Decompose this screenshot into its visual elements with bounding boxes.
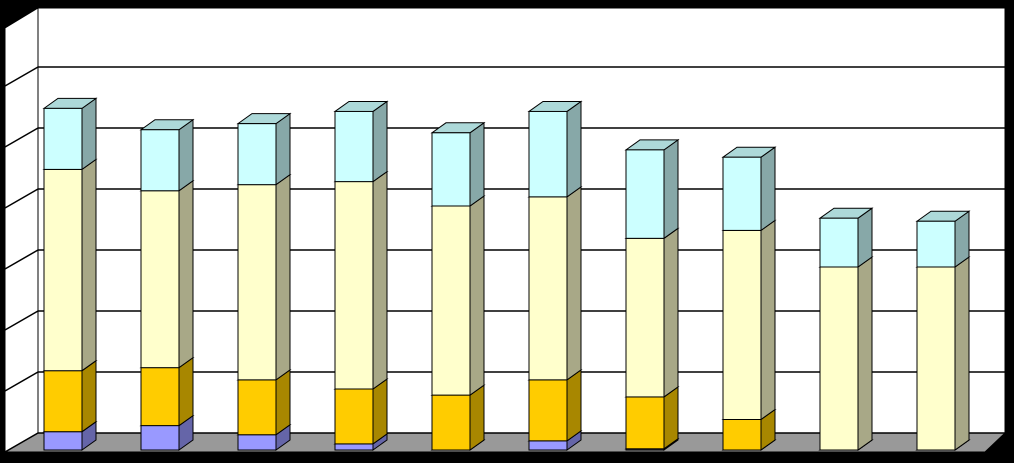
bar-segment <box>140 425 180 451</box>
bar-segment <box>43 431 83 451</box>
bar-segment <box>431 394 471 451</box>
bar-side <box>81 359 97 433</box>
bar-segment <box>334 181 374 390</box>
bar-side <box>372 100 388 183</box>
bar-side <box>760 219 776 421</box>
bar-side <box>760 146 776 232</box>
bar-side <box>566 185 582 381</box>
bar-segment <box>916 266 956 451</box>
bar-side <box>81 97 97 171</box>
bar-segment <box>431 132 471 207</box>
bar-segment <box>528 440 568 451</box>
bar-segment <box>625 237 665 398</box>
bar-segment <box>237 434 277 451</box>
bar-segment <box>625 149 665 239</box>
bar-side <box>275 368 291 436</box>
bar-segment <box>43 370 83 433</box>
bar-side <box>469 384 485 451</box>
bar-segment <box>528 196 568 381</box>
bar-segment <box>819 266 859 451</box>
bar-segment <box>140 190 180 369</box>
bar-side <box>372 170 388 390</box>
bar-side <box>178 356 194 427</box>
bar-segment <box>528 379 568 442</box>
bar-segment <box>43 168 83 372</box>
grid-line-side <box>4 5 39 26</box>
bar-segment <box>722 229 762 420</box>
bar-segment <box>528 110 568 198</box>
grid-line-side <box>4 188 39 209</box>
grid-line-side <box>4 310 39 331</box>
bar-side <box>566 368 582 442</box>
grid-line-side <box>4 432 39 453</box>
bar-segment <box>916 220 956 268</box>
bar-side <box>81 158 97 372</box>
bar-side <box>663 138 679 240</box>
bar-segment <box>43 107 83 170</box>
bar-segment <box>431 205 471 396</box>
bar-side <box>857 256 873 451</box>
bar-side <box>275 173 291 381</box>
grid-line-side <box>4 249 39 270</box>
bar-segment <box>722 156 762 231</box>
bar-side <box>178 179 194 369</box>
bar-side <box>566 100 582 198</box>
grid-line-side <box>4 66 39 87</box>
bar-side <box>663 385 679 450</box>
bar-segment <box>237 379 277 436</box>
bar-side <box>469 195 485 397</box>
bar-segment <box>625 396 665 450</box>
bar-segment <box>334 443 374 451</box>
bar-side <box>178 118 194 192</box>
bar-side <box>275 112 291 186</box>
bar-segment <box>334 388 374 445</box>
bar-side <box>954 256 970 451</box>
bar-side <box>469 121 485 207</box>
bar-segment <box>237 123 277 186</box>
left-wall <box>4 7 39 453</box>
bar-segment <box>140 367 180 427</box>
bar-segment <box>334 110 374 183</box>
bar-side <box>372 378 388 445</box>
bar-side <box>663 227 679 398</box>
bar-segment <box>237 184 277 381</box>
bar-segment <box>140 129 180 192</box>
bar-segment <box>722 419 762 451</box>
bar-segment <box>819 217 859 268</box>
grid-line-side <box>4 127 39 148</box>
grid-line-side <box>4 371 39 392</box>
